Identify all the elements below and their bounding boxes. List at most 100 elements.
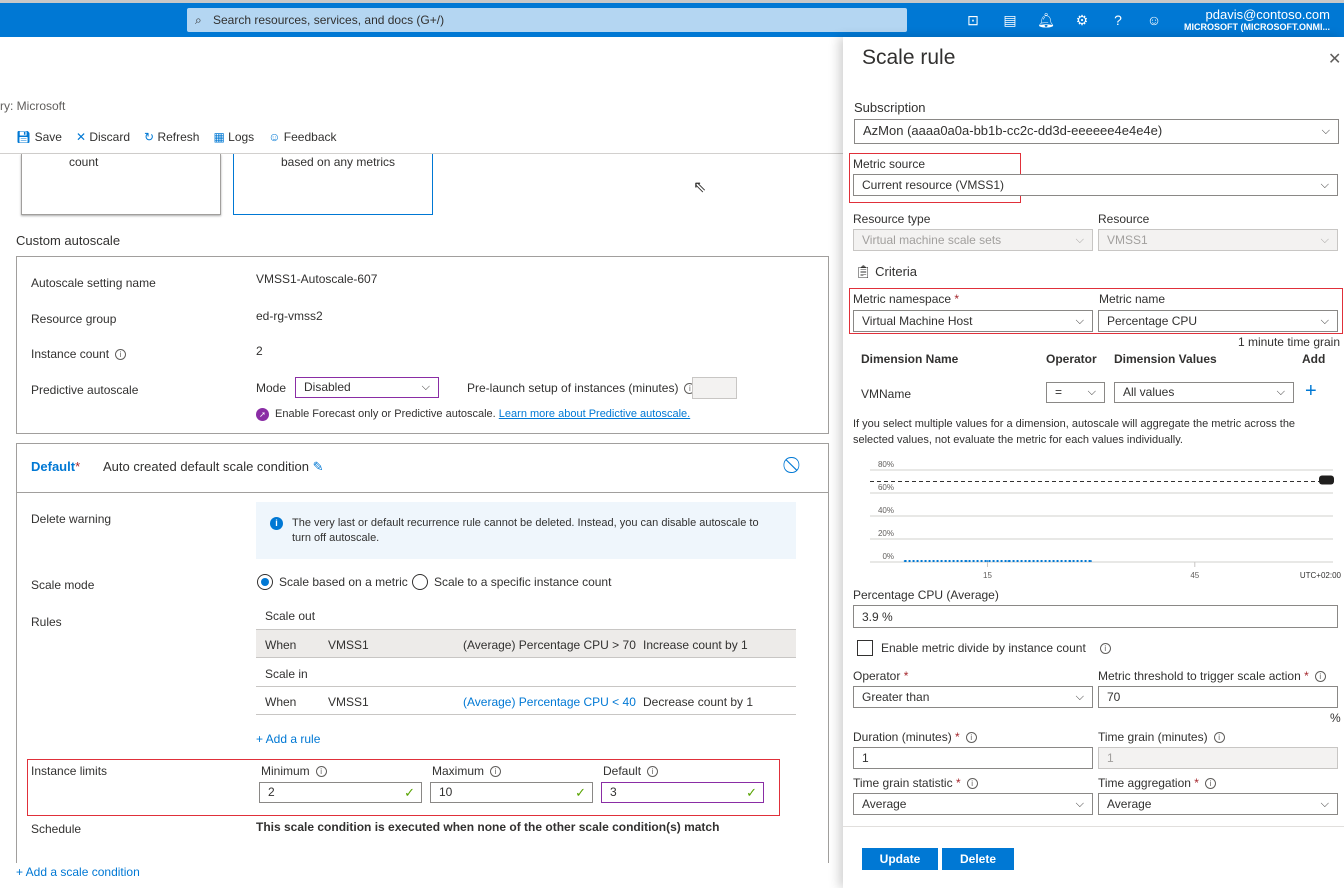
info-icon[interactable]: i xyxy=(965,732,977,744)
dimension-operator-dropdown[interactable]: = ⌵ xyxy=(1046,382,1105,403)
radio-unselected[interactable] xyxy=(412,574,428,590)
resource-type-label: Resource type xyxy=(853,212,931,226)
prelaunch-input[interactable] xyxy=(692,377,737,399)
statistic-dropdown[interactable]: Average ⌵ xyxy=(853,793,1093,815)
dimension-values-dropdown[interactable]: All values ⌵ xyxy=(1114,382,1294,403)
operator-value: Greater than xyxy=(862,690,930,704)
rule-action: Increase count by 1 xyxy=(643,638,748,652)
threshold-input[interactable]: 70 xyxy=(1098,686,1338,708)
chevron-down-icon: ⌵ xyxy=(1087,386,1096,398)
checkbox[interactable] xyxy=(857,640,873,656)
statistic-value: Average xyxy=(862,797,907,811)
required-marker: * xyxy=(75,459,81,474)
y-tick-label: 0% xyxy=(882,552,894,561)
rule-action: Decrease count by 1 xyxy=(643,695,754,709)
setting-name-value: VMSS1-Autoscale-607 xyxy=(256,272,378,286)
card-custom-autoscale[interactable]: based on any metrics xyxy=(233,154,433,215)
threshold-value: 70 xyxy=(1107,690,1121,704)
info-icon[interactable]: i xyxy=(1213,732,1225,744)
feedback-icon[interactable]: ☺ xyxy=(1146,12,1162,28)
info-icon[interactable]: i xyxy=(1204,778,1216,790)
y-tick-label: 40% xyxy=(878,506,894,515)
toolbar-divider xyxy=(0,153,843,154)
operator-dropdown[interactable]: Greater than ⌵ xyxy=(853,686,1093,708)
info-icon[interactable]: i xyxy=(315,766,327,778)
data-point xyxy=(945,560,947,562)
divide-checkbox[interactable]: Enable metric divide by instance count i xyxy=(857,640,1111,656)
search-input[interactable]: ⌕ Search resources, services, and docs (G… xyxy=(187,8,907,32)
close-icon[interactable]: ✕ xyxy=(1328,51,1342,68)
resource-type-dropdown[interactable]: Virtual machine scale sets ⌵ xyxy=(853,229,1093,251)
mode-dropdown[interactable]: Disabled ⌵ xyxy=(295,377,439,398)
condition-name: Default xyxy=(31,459,76,474)
resource-dropdown[interactable]: VMSS1 ⌵ xyxy=(1098,229,1338,251)
feedback-button[interactable]: ☺ Feedback xyxy=(268,130,336,144)
rule-resource: VMSS1 xyxy=(328,638,369,652)
add-rule-link[interactable]: + Add a rule xyxy=(256,732,321,746)
rules-label: Rules xyxy=(31,615,62,629)
dimension-values-value: All values xyxy=(1123,385,1175,399)
mouse-cursor-icon: ⇖ xyxy=(693,179,707,196)
minimum-value: 2 xyxy=(268,785,275,799)
info-icon[interactable]: i xyxy=(1099,642,1111,654)
bell-icon[interactable]: 🔔︎ xyxy=(1037,12,1055,28)
add-scale-condition-link[interactable]: + Add a scale condition xyxy=(16,865,140,879)
metric-name-dropdown[interactable]: Percentage CPU ⌵ xyxy=(1098,310,1338,332)
subscription-value: AzMon (aaaa0a0a-bb1b-cc2c-dd3d-eeeeee4e4… xyxy=(863,123,1163,138)
radio-selected[interactable] xyxy=(257,574,273,590)
metric-namespace-dropdown[interactable]: Virtual Machine Host ⌵ xyxy=(853,310,1093,332)
chevron-down-icon: ⌵ xyxy=(1320,234,1329,246)
search-placeholder: Search resources, services, and docs (G+… xyxy=(213,13,445,27)
subscription-dropdown[interactable]: AzMon (aaaa0a0a-bb1b-cc2c-dd3d-eeeeee4e4… xyxy=(854,119,1339,144)
edit-pencil-icon[interactable]: ✎ xyxy=(312,459,324,474)
help-icon[interactable]: ? xyxy=(1114,12,1122,28)
default-input[interactable]: 3 ✓ xyxy=(601,782,764,803)
predictive-learn-more-link[interactable]: Learn more about Predictive autoscale. xyxy=(498,408,691,420)
minimum-input[interactable]: 2 ✓ xyxy=(259,782,422,803)
info-icon[interactable]: i xyxy=(115,349,127,361)
time-grain-note: 1 minute time grain xyxy=(1237,335,1340,349)
aggregation-dropdown[interactable]: Average ⌵ xyxy=(1098,793,1338,815)
section-heading: Custom autoscale xyxy=(16,233,121,248)
update-button[interactable]: Update xyxy=(862,848,938,870)
duration-input[interactable]: 1 xyxy=(853,747,1093,769)
refresh-button[interactable]: ↻ Refresh xyxy=(144,130,199,144)
user-email: pdavis@contoso.com xyxy=(1205,7,1330,22)
search-icon: ⌕ xyxy=(195,13,202,27)
discard-button[interactable]: ✕ Discard xyxy=(76,130,130,144)
directory-filter-icon[interactable]: ▤ xyxy=(1003,12,1017,28)
info-icon[interactable]: i xyxy=(647,766,659,778)
metric-source-dropdown[interactable]: Current resource (VMSS1) ⌵ xyxy=(853,174,1338,196)
delete-warning-text: The very last or default recurrence rule… xyxy=(292,517,759,544)
info-icon[interactable]: i xyxy=(1314,671,1326,683)
duration-value: 1 xyxy=(862,751,869,765)
scale-mode-label: Scale mode xyxy=(31,578,95,592)
info-icon[interactable]: i xyxy=(490,766,502,778)
metric-source-value: Current resource (VMSS1) xyxy=(862,178,1005,192)
delete-button[interactable]: Delete xyxy=(942,848,1014,870)
data-point xyxy=(1028,560,1030,562)
rule-when: When xyxy=(265,695,297,709)
metric-name-value: Percentage CPU xyxy=(1107,314,1198,328)
scale-mode-specific-radio[interactable]: Scale to a specific instance count xyxy=(412,574,611,590)
maximum-input[interactable]: 10 ✓ xyxy=(430,782,593,803)
scale-out-rule-row[interactable]: When VMSS1 (Average) Percentage CPU > 70… xyxy=(256,629,796,658)
cloud-shell-icon[interactable]: ⊡ xyxy=(967,12,979,28)
save-button[interactable]: 💾︎ Save xyxy=(16,130,62,144)
divide-label: Enable metric divide by instance count xyxy=(881,641,1086,655)
info-icon[interactable]: i xyxy=(966,778,978,790)
dimension-operator-value: = xyxy=(1055,385,1063,399)
operator-label: Operator xyxy=(853,669,901,683)
card-manual-scale[interactable]: count xyxy=(21,154,221,215)
account-menu[interactable]: pdavis@contoso.com MICROSOFT (MICROSOFT.… xyxy=(1184,7,1330,32)
rule-resource: VMSS1 xyxy=(328,695,369,709)
card-text: count xyxy=(69,155,99,169)
schedule-text: This scale condition is executed when no… xyxy=(256,820,720,834)
add-dimension-icon[interactable]: + xyxy=(1305,380,1317,402)
gear-icon[interactable]: ⚙ xyxy=(1075,12,1089,28)
scale-in-rule-row[interactable]: When VMSS1 (Average) Percentage CPU < 40… xyxy=(256,686,796,715)
logs-button[interactable]: ▦ Logs xyxy=(213,130,254,144)
metric-highlight xyxy=(849,288,1343,334)
rule-condition-link[interactable]: (Average) Percentage CPU < 40 xyxy=(463,695,636,709)
scale-mode-metric-radio[interactable]: Scale based on a metric xyxy=(257,574,408,590)
